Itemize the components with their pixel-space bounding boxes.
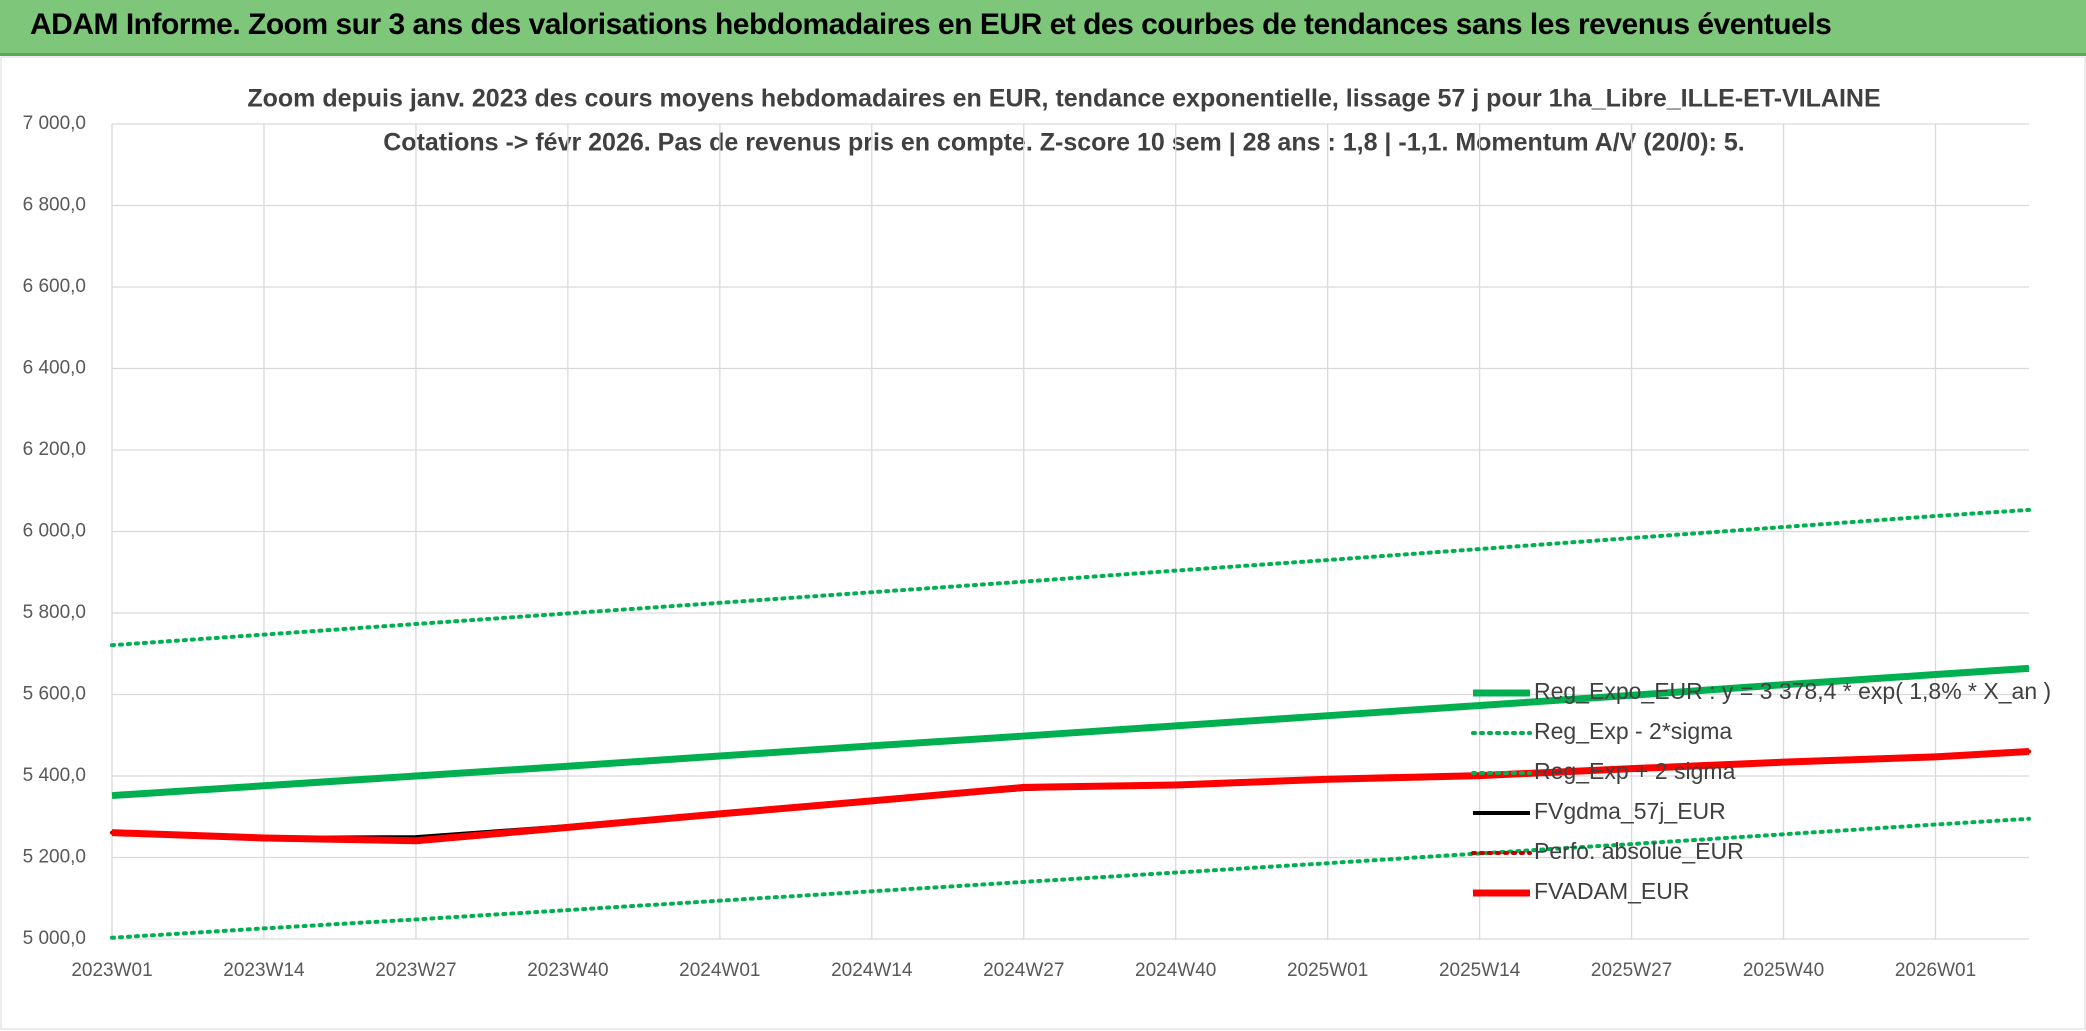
page-title: ADAM Informe. Zoom sur 3 ans des valoris… xyxy=(30,8,1832,41)
x-tick-label: 2023W14 xyxy=(223,960,305,981)
y-tick-label: 5 000,0 xyxy=(23,928,86,949)
x-tick-label: 2026W01 xyxy=(1895,960,1976,981)
series-line xyxy=(110,507,2031,648)
chart-title: Zoom depuis janv. 2023 des cours moyens … xyxy=(247,85,1880,113)
series-line xyxy=(111,748,2030,845)
x-tick-label: 2023W40 xyxy=(527,960,608,981)
legend-label: Perfo. absolue_EUR xyxy=(1534,838,1744,864)
x-tick-label: 2024W14 xyxy=(831,960,913,981)
y-tick-label: 6 600,0 xyxy=(23,276,86,297)
series-line xyxy=(110,816,2031,940)
x-tick-label: 2024W27 xyxy=(983,960,1064,981)
chart: Zoom depuis janv. 2023 des cours moyens … xyxy=(0,56,2086,1030)
y-tick-label: 6 800,0 xyxy=(23,195,86,216)
x-tick-label: 2024W01 xyxy=(679,960,760,981)
y-tick-label: 5 200,0 xyxy=(23,847,86,868)
y-tick-label: 5 600,0 xyxy=(23,684,86,705)
y-tick-label: 6 000,0 xyxy=(23,521,86,542)
x-tick-label: 2025W01 xyxy=(1287,960,1368,981)
chart-border xyxy=(0,56,2086,1030)
legend-label: Reg_Exp - 2*sigma xyxy=(1534,718,1732,744)
y-tick-label: 6 200,0 xyxy=(23,439,86,460)
legend-label: FVADAM_EUR xyxy=(1534,878,1690,904)
legend-label: Reg_Exp + 2 sigma xyxy=(1534,758,1736,784)
x-tick-label: 2025W14 xyxy=(1439,960,1521,981)
x-tick-label: 2023W01 xyxy=(71,960,152,981)
y-tick-label: 5 400,0 xyxy=(23,765,86,786)
legend-label: FVgdma_57j_EUR xyxy=(1534,798,1726,824)
chart-title: Cotations -> févr 2026. Pas de revenus p… xyxy=(383,129,1744,157)
x-tick-label: 2025W40 xyxy=(1743,960,1824,981)
x-tick-label: 2023W27 xyxy=(375,960,456,981)
legend-label: Reg_Expo_EUR : y = 3 378,4 * exp( 1,8% *… xyxy=(1534,678,2051,704)
y-tick-label: 5 800,0 xyxy=(23,602,86,623)
y-tick-label: 6 400,0 xyxy=(23,358,86,379)
x-tick-label: 2024W40 xyxy=(1135,960,1216,981)
series-line xyxy=(111,664,2030,800)
banner: ADAM Informe. Zoom sur 3 ans des valoris… xyxy=(0,0,2086,56)
y-tick-label: 7 000,0 xyxy=(23,113,86,134)
x-tick-label: 2025W27 xyxy=(1591,960,1672,981)
